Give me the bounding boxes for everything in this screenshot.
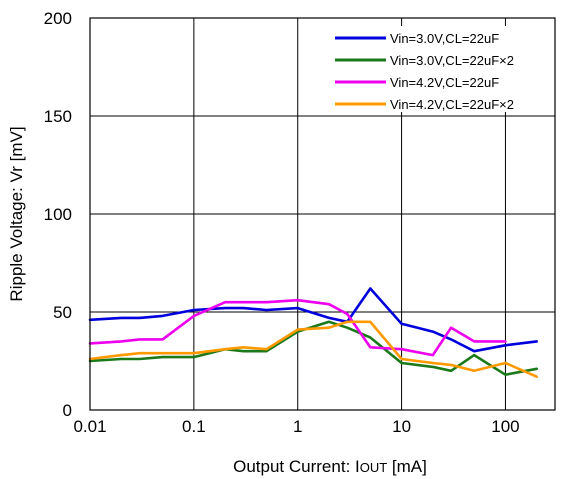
tick-labels: 0.01 0.1 1 10 100 0 50 100 150 200	[44, 9, 520, 436]
y-tick-label: 200	[44, 9, 72, 28]
series-layer	[88, 287, 539, 379]
legend-box	[328, 26, 550, 112]
x-axis-title: Output Current: IOUT [mA]	[233, 457, 427, 476]
series-line-2	[88, 320, 539, 377]
x-tick-label: 0.01	[73, 417, 106, 436]
series-line-4	[88, 320, 539, 379]
legend-label-1: Vin=3.0V,CL=22uF	[390, 31, 499, 46]
x-tick-label: 0.1	[182, 417, 206, 436]
y-tick-label: 150	[44, 107, 72, 126]
legend-label-2: Vin=3.0V,CL=22uF×2	[390, 53, 514, 68]
series-line-1	[88, 287, 539, 353]
y-axis-title: Ripple Voltage: Vr [mV]	[7, 126, 26, 301]
y-tick-label: 0	[63, 401, 72, 420]
x-tick-label: 100	[491, 417, 519, 436]
y-tick-label: 50	[53, 303, 72, 322]
x-tick-label: 10	[392, 417, 411, 436]
plot-frame	[89, 17, 556, 411]
legend-label-3: Vin=4.2V,CL=22uF	[390, 75, 499, 90]
y-tick-label: 100	[44, 205, 72, 224]
x-tick-label: 1	[293, 417, 302, 436]
legend-label-4: Vin=4.2V,CL=22uF×2	[390, 97, 514, 112]
series-line-3	[88, 298, 507, 357]
legend: Vin=3.0V,CL=22uF Vin=3.0V,CL=22uF×2 Vin=4.…	[328, 26, 550, 112]
